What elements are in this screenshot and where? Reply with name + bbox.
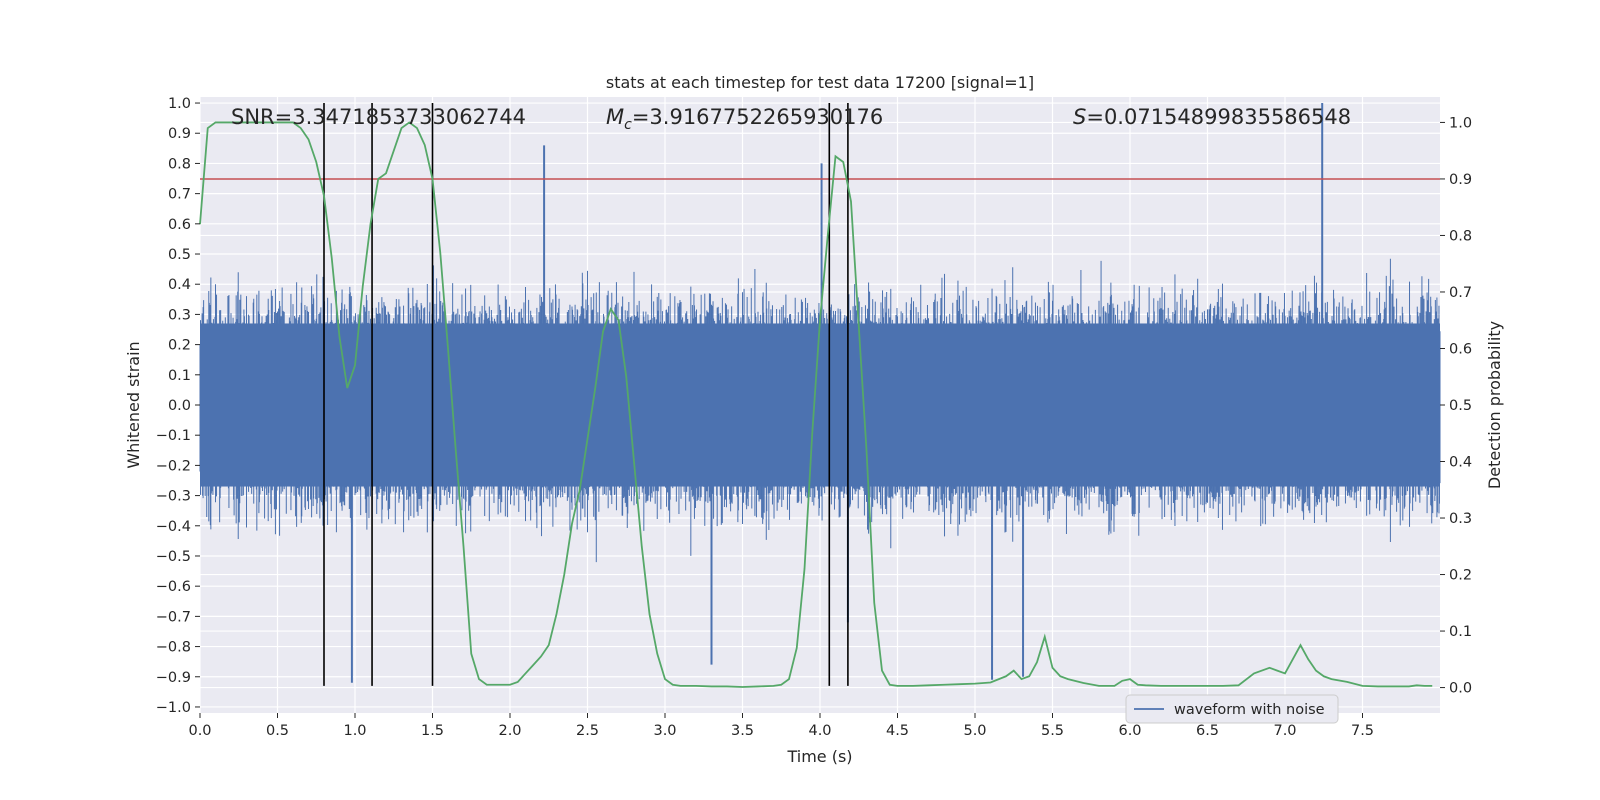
y-tick-label: −0.1 [156, 428, 191, 444]
mc-symbol: M [606, 105, 624, 129]
y2-tick-label: 0.3 [1449, 511, 1472, 527]
y-tick-label: 1.0 [168, 96, 191, 112]
detection-probability-line [199, 121, 1433, 688]
y-tick-label: −0.2 [156, 458, 191, 474]
y-axis-label: Whitened strain [124, 341, 143, 468]
y-tick-label: 0.4 [168, 277, 191, 293]
legend-label: waveform with noise [1174, 702, 1325, 718]
y-tick-label: −0.8 [156, 640, 191, 656]
x-tick-label: 1.5 [421, 723, 444, 739]
y-tick-label: −0.4 [156, 519, 191, 535]
mc-value: =3.9167752265930176 [632, 105, 883, 129]
x-tick-label: 1.0 [343, 723, 366, 739]
x-tick-label: 6.5 [1196, 723, 1219, 739]
y-tick-label: −0.7 [156, 609, 191, 625]
legend: waveform with noise [1125, 694, 1339, 724]
legend-box [1125, 694, 1339, 724]
y-tick-label: 0.5 [168, 247, 191, 263]
x-tick-label: 4.0 [808, 723, 831, 739]
y2-tick-label: 0.9 [1449, 172, 1472, 188]
mc-subscript: c [624, 117, 632, 133]
y2-tick-label: 0.0 [1449, 681, 1472, 697]
x-tick-label: 5.0 [963, 723, 986, 739]
y-tick-label: −0.9 [156, 670, 191, 686]
y-tick-label: 0.3 [168, 307, 191, 323]
y2-tick-label: 1.0 [1449, 115, 1472, 131]
x-tick-label: 3.5 [731, 723, 754, 739]
y2-tick-label: 0.1 [1449, 624, 1472, 640]
x-tick-label: 7.0 [1273, 723, 1296, 739]
y-tick-label: −0.6 [156, 579, 191, 595]
chart-title: stats at each timestep for test data 172… [606, 73, 1034, 92]
s-value: =0.07154899835586548 [1086, 105, 1351, 129]
x-tick-label: 2.5 [576, 723, 599, 739]
x-tick-label: 0.5 [266, 723, 289, 739]
y-tick-label: −1.0 [156, 700, 191, 716]
y2-tick-label: 0.2 [1449, 568, 1472, 584]
x-tick-label: 6.0 [1118, 723, 1141, 739]
waveform-series [199, 103, 1441, 683]
y-tick-label: 0.1 [168, 368, 191, 384]
s-symbol: S [1073, 105, 1086, 129]
y2-tick-label: 0.6 [1449, 341, 1472, 357]
y-tick-label: −0.5 [156, 549, 191, 565]
y-tick-label: −0.3 [156, 489, 191, 505]
s-annotation: S=0.07154899835586548 [1073, 105, 1351, 129]
y2-axis-ticks: 1.0 0.9 0.8 0.7 0.6 0.5 0.4 0.3 0.2 0.1 0.0 [1440, 115, 1472, 697]
y2-axis-label: Detection probability [1485, 321, 1504, 489]
snr-annotation: SNR=3.3471853733062744 [231, 105, 526, 129]
y-tick-label: 0.7 [168, 187, 191, 203]
chirp-mass-annotation: Mc=3.9167752265930176 [606, 105, 883, 133]
x-tick-label: 3.0 [653, 723, 676, 739]
x-axis-label: Time (s) [786, 747, 852, 766]
x-tick-label: 5.5 [1041, 723, 1064, 739]
y-axis-ticks: 1.0 0.9 0.8 0.7 0.6 0.5 0.4 0.3 0.2 0.1 0.0 −0.1 −0.… [156, 96, 200, 716]
y-tick-label: 0.9 [168, 126, 191, 142]
x-axis-ticks: 0.0 0.5 1.0 1.5 2.0 2.5 3.0 3.5 4.0 4.5 5.0 5.5 6.0 6… [188, 713, 1374, 739]
waveform-core-band [200, 323, 1440, 487]
x-tick-label: 0.0 [188, 723, 211, 739]
y2-tick-label: 0.7 [1449, 285, 1472, 301]
x-tick-label: 7.5 [1351, 723, 1374, 739]
y-tick-label: 0.8 [168, 156, 191, 172]
y2-tick-label: 0.4 [1449, 455, 1472, 471]
y-tick-label: 0.2 [168, 338, 191, 354]
y2-tick-label: 0.8 [1449, 228, 1472, 244]
x-tick-label: 2.0 [498, 723, 521, 739]
x-tick-label: 4.5 [886, 723, 909, 739]
y2-tick-label: 0.5 [1449, 398, 1472, 414]
y-tick-label: 0.0 [168, 398, 191, 414]
y-tick-label: 0.6 [168, 217, 191, 233]
